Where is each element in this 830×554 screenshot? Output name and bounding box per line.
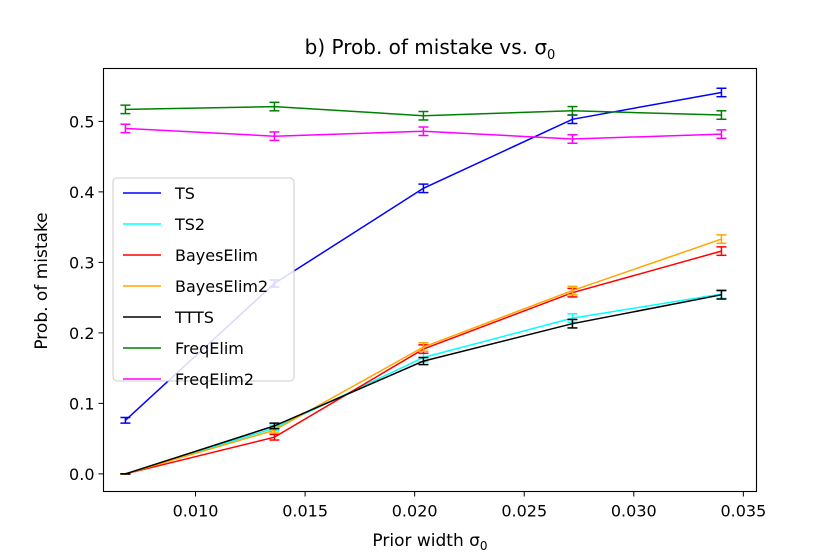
error-bar-freqelim [269,101,280,112]
legend-item-ts: TS [123,184,195,203]
x-tick-label: 0.020 [392,502,438,521]
error-bar-bayeselim [716,246,727,257]
y-tick-label: 0.3 [69,253,94,272]
legend-item-ts2: TS2 [123,215,205,234]
series-ttts [120,289,727,475]
y-tick-label: 0.2 [69,324,94,343]
y-tick-label: 0.1 [69,394,94,413]
error-bar-freqelim [716,110,727,121]
error-bar-bayeselim2 [716,234,727,245]
x-tick-label: 0.035 [720,502,766,521]
legend-label: FreqElim2 [175,370,254,389]
error-bar-freqelim2 [269,131,280,142]
error-bar-bayeselim [269,433,280,441]
y-tick-label: 0.4 [69,183,94,202]
series-freqelim [120,101,727,121]
axis-ticks: 0.010 0.015 0.020 0.025 0.030 0.035 0.0 0.1 0.2 0… [69,112,766,520]
error-bar-freqelim [120,104,131,115]
error-bar-freqelim2 [120,123,131,134]
error-bar-ts [716,87,727,98]
legend: TS TS2 BayesElim BayesElim2 TTTS FreqElim Freq… [112,177,295,389]
legend-item-freqelim: FreqElim [123,339,244,358]
plot-frame [102,67,758,493]
series-freqelim2 [120,123,727,144]
legend-label: FreqElim [175,339,244,358]
legend-label: BayesElim2 [175,277,268,296]
error-bar-ts [418,183,429,194]
legend-item-bayeselim2: BayesElim2 [123,277,268,296]
error-bar-ttts [418,356,429,366]
x-tick-label: 0.010 [173,502,219,521]
error-bar-freqelim [418,110,429,121]
error-bar-bayeselim2 [567,285,578,296]
y-axis-label: Prob. of mistake [32,212,52,349]
legend-label: BayesElim [175,246,258,265]
error-bar-ttts [716,289,727,300]
legend-item-ttts: TTTS [123,308,214,327]
legend-item-freqelim2: FreqElim2 [123,370,254,389]
chart-title: b) Prob. of mistake vs. σ0 [305,35,556,63]
legend-label: TS [174,184,195,203]
legend-box [112,177,295,382]
error-bar-freqelim [567,105,578,116]
error-bar-ttts [567,318,578,329]
error-bar-freqelim2 [418,126,429,137]
x-tick-label: 0.025 [501,502,547,521]
x-tick-label: 0.030 [611,502,657,521]
error-bar-freqelim2 [716,129,727,140]
error-bar-ttts [269,422,280,430]
error-bar-bayeselim2 [418,341,429,352]
legend-label: TTTS [174,308,214,327]
legend-label: TS2 [174,215,205,234]
y-tick-label: 0.5 [69,112,94,131]
legend-item-bayeselim: BayesElim [123,246,258,265]
x-axis-label: Prior width σ0 [372,531,487,553]
y-tick-label: 0.0 [69,465,94,484]
error-bar-ts [120,416,131,424]
x-tick-label: 0.015 [282,502,328,521]
series-layer [120,87,727,475]
error-bar-freqelim2 [567,134,578,144]
